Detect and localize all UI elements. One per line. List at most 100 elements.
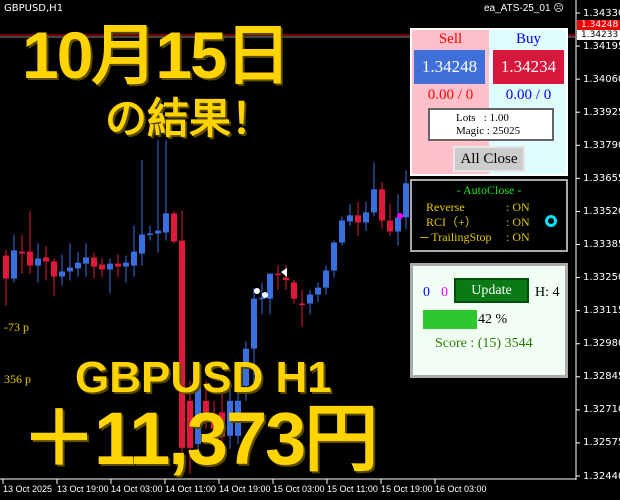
candle-body <box>379 189 385 221</box>
time-tick-label: 13 Oct 19:00 <box>57 484 109 494</box>
buy-position: 0.00 / 0 <box>505 87 552 103</box>
candle-body <box>307 294 313 304</box>
price-tick-label: 1.33385 <box>583 239 620 250</box>
price-tick-label: 1.32575 <box>583 437 620 449</box>
ask-price-label: 1.34248 <box>577 20 620 30</box>
candle-body <box>283 277 289 281</box>
trailing-stop-value: : ON <box>506 230 530 244</box>
candle-body <box>187 400 193 448</box>
candle-body <box>203 400 209 413</box>
candle-body <box>115 263 121 267</box>
candle-body <box>19 251 25 254</box>
candle-body <box>243 348 249 386</box>
candle-body <box>91 257 97 267</box>
all-close-button[interactable]: All Close <box>453 146 525 172</box>
buy-label: Buy <box>515 31 541 47</box>
arrow-marker <box>281 268 287 277</box>
result-text: の結果！ <box>105 95 274 142</box>
price-tick-label: 1.33520 <box>583 205 620 217</box>
time-tick-label: 13 Oct 2025 <box>3 484 53 494</box>
candle-body <box>275 273 281 276</box>
candle-body <box>163 213 169 233</box>
candle-body <box>387 220 393 232</box>
candle-body <box>323 270 329 288</box>
profit-amount: ＋11,373円 <box>22 397 378 480</box>
lot-info-box[interactable]: Lots : 1.00 Magic : 25025 <box>428 108 554 141</box>
buy-button[interactable]: 1.34234 <box>493 50 564 84</box>
price-tick-label: 1.34195 <box>583 41 620 52</box>
progress-label: 42 % <box>478 312 508 327</box>
time-tick-label: 15 Oct 19:00 <box>381 484 433 494</box>
status-circle-icon <box>545 215 557 227</box>
candle-body <box>171 213 177 242</box>
candle-body <box>11 250 17 279</box>
candle-body <box>83 257 89 264</box>
update-button[interactable]: Update <box>454 278 529 303</box>
candle-body <box>331 242 337 271</box>
price-tick-label: 1.34330 <box>583 7 620 19</box>
count-magenta: 0 <box>441 285 448 300</box>
candle-body <box>3 255 9 279</box>
candle-body <box>131 251 137 266</box>
price-tick-label: 1.33115 <box>583 305 620 317</box>
candle-body <box>227 400 233 436</box>
price-tick-label: 1.33925 <box>583 106 620 118</box>
time-tick-label: 15 Oct 11:00 <box>327 484 378 494</box>
candle-body <box>147 233 153 235</box>
arrow-marker <box>262 292 268 298</box>
autoclose-title: - AutoClose - <box>456 183 522 197</box>
candle-body <box>179 240 185 448</box>
candle-body <box>35 258 41 266</box>
score-text: Score : (15) 3544 <box>435 336 533 351</box>
candle-body <box>51 261 57 277</box>
candle-body <box>219 412 225 437</box>
candle-body <box>315 287 321 295</box>
candle-body <box>59 271 65 277</box>
candle-body <box>211 420 217 429</box>
price-tick-label: 1.34060 <box>583 73 620 85</box>
pair-timeframe: GBPUSD H1 <box>75 353 332 402</box>
candle-body <box>27 251 33 266</box>
sell-button[interactable]: 1.34248 <box>414 50 485 84</box>
candle-body <box>371 189 377 213</box>
reverse-label: Reverse <box>426 200 465 214</box>
sell-position: 0.00 / 0 <box>427 87 474 103</box>
sad-face-icon: ☹ <box>553 3 564 14</box>
candle-body <box>43 257 49 262</box>
candle-body <box>75 262 81 269</box>
ea-name-text: ea_ATS-25_01 <box>484 3 551 14</box>
arrow-marker <box>254 288 260 294</box>
candle-body <box>235 400 241 436</box>
candle-body <box>355 215 361 223</box>
magic-text: Magic : 25025 <box>456 125 521 137</box>
time-tick-label: 14 Oct 11:00 <box>165 484 216 494</box>
candle-body <box>363 212 369 223</box>
candle-body <box>123 262 129 267</box>
rci-value: : ON <box>506 215 530 229</box>
price-tick-label: 1.33250 <box>583 272 620 284</box>
rci-label: RCI（+） <box>426 215 477 229</box>
candle-body <box>251 298 257 349</box>
candle-body <box>339 220 345 243</box>
candle-body <box>67 267 73 272</box>
arrow-marker <box>397 213 403 219</box>
date-title: 10月15日 <box>22 18 291 92</box>
candle-body <box>107 263 113 270</box>
pips-label: 356 p <box>4 372 31 386</box>
time-tick-label: 14 Oct 19:00 <box>219 484 271 494</box>
reverse-value: : ON <box>506 200 530 214</box>
sell-label: Sell <box>438 31 463 47</box>
time-tick-label: 14 Oct 03:00 <box>111 484 163 494</box>
progress-bar <box>423 310 551 329</box>
candle-body <box>403 183 409 218</box>
autoclose-rows: Reverse: ON RCI（+）: ON ─ TrailingStop: O… <box>420 200 530 245</box>
chart-symbol: GBPUSD,H1 <box>4 3 64 14</box>
candle-body <box>155 230 161 234</box>
autoclose-panel: - AutoClose - Reverse: ON RCI（+）: ON ─ T… <box>410 179 568 252</box>
candle-body <box>267 273 273 299</box>
price-tick-label: 1.32710 <box>583 404 620 416</box>
candle-body <box>259 297 265 300</box>
ea-name: ea_ATS-25_01 ☹ <box>484 3 564 15</box>
h-value: H: 4 <box>535 285 560 300</box>
